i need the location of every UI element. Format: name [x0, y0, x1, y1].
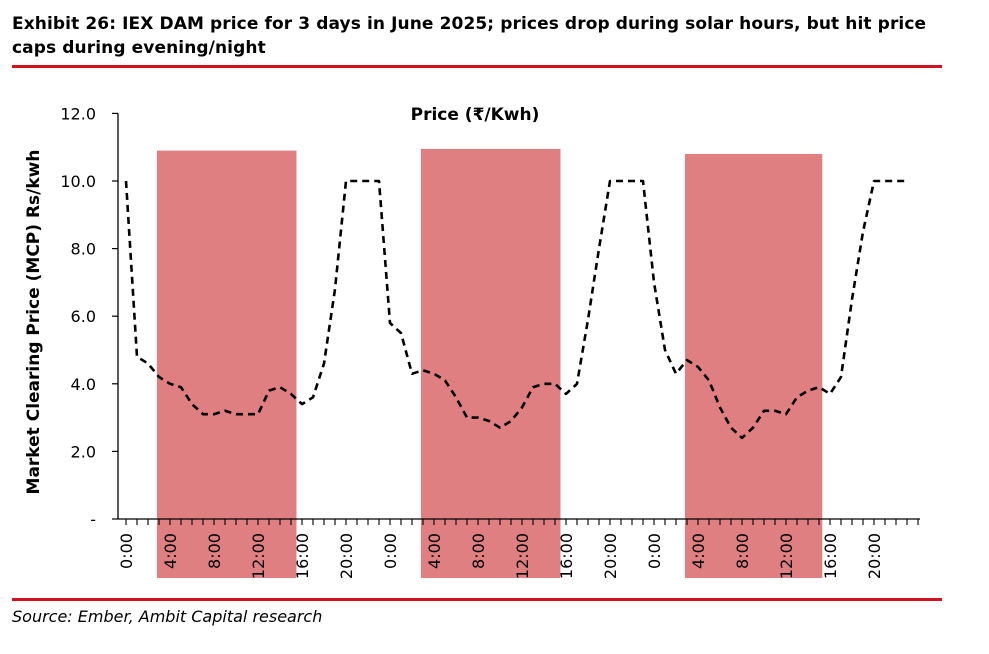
x-tick-label: 16:00: [557, 533, 576, 579]
chart-title: Price (₹/Kwh): [411, 105, 540, 125]
axis-ticks: - 2.0 4.0 6.0 8.0 10.0 12.0 0:00 4:00 8:00 12:00 16…: [60, 104, 919, 579]
solar-window-1: [157, 150, 297, 578]
x-tick-label: 12:00: [249, 533, 268, 579]
x-tick-label: 4:00: [161, 533, 180, 569]
x-tick-label: 20:00: [337, 533, 356, 579]
top-rule: [12, 65, 942, 68]
x-tick-label: 20:00: [601, 533, 620, 579]
exhibit-title: Exhibit 26: IEX DAM price for 3 days in …: [12, 14, 927, 58]
price-series-line: [124, 179, 907, 440]
x-tick-label: 12:00: [777, 533, 796, 579]
price-chart: - 2.0 4.0 6.0 8.0 10.0 12.0 0:00 4:00 8:00 12:00 16…: [24, 104, 920, 579]
x-tick-label: 0:00: [645, 533, 664, 569]
x-tick-label: 20:00: [865, 533, 884, 579]
x-tick-label: 12:00: [513, 533, 532, 579]
y-tick-label: 6.0: [71, 307, 96, 326]
price-series: [124, 179, 907, 440]
y-tick-label: 10.0: [60, 172, 96, 191]
solar-window-3: [685, 153, 823, 578]
x-tick-label: 0:00: [381, 533, 400, 569]
x-tick-label: 0:00: [117, 533, 136, 569]
source-note: Source: Ember, Ambit Capital research: [12, 607, 323, 626]
solar-hours-highlights: [157, 148, 823, 578]
x-tick-label: 16:00: [293, 533, 312, 579]
y-tick-label: -: [90, 510, 96, 529]
x-tick-label: 8:00: [733, 533, 752, 569]
solar-window-2: [421, 148, 561, 578]
x-tick-label: 8:00: [205, 533, 224, 569]
y-tick-label: 8.0: [71, 240, 96, 259]
x-tick-label: 8:00: [469, 533, 488, 569]
y-tick-label: 2.0: [71, 442, 96, 461]
x-tick-label: 4:00: [689, 533, 708, 569]
x-tick-label: 4:00: [425, 533, 444, 569]
bottom-rule: [12, 598, 942, 601]
x-tick-label: 16:00: [821, 533, 840, 579]
y-tick-label: 12.0: [60, 104, 96, 123]
y-tick-label: 4.0: [71, 375, 96, 394]
y-axis-label: Market Clearing Price (MCP) Rs/kwh: [24, 150, 44, 495]
